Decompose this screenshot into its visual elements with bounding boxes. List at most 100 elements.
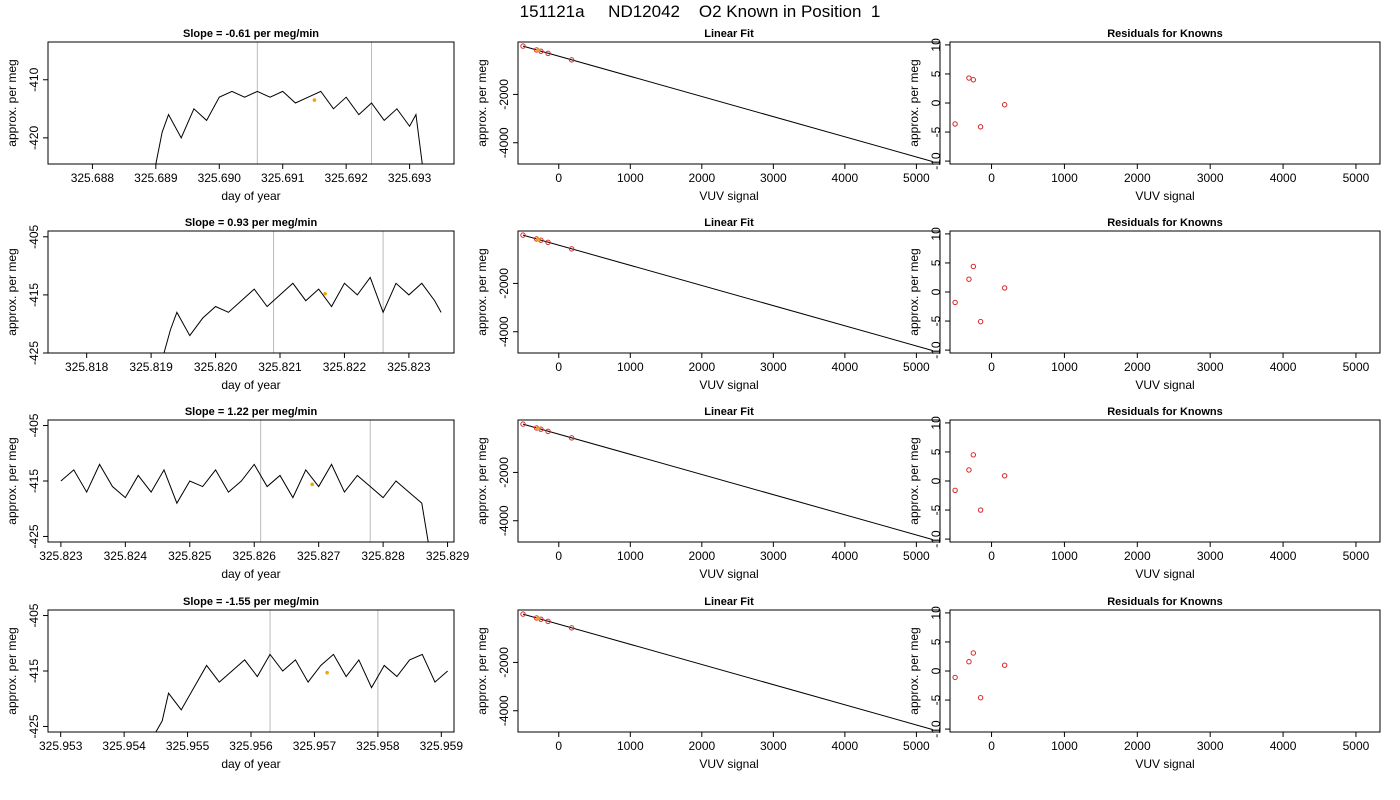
x-tick-label: 325.691 (261, 171, 305, 185)
data-point (1001, 662, 1008, 668)
x-tick-label: 1000 (617, 360, 644, 374)
x-tick-label: 325.690 (198, 171, 242, 185)
data-point (977, 695, 984, 701)
data-point (977, 318, 984, 325)
x-axis-label: VUV signal (1135, 567, 1194, 581)
x-tick-label: 2000 (688, 360, 715, 374)
x-tick-label: 325.693 (388, 171, 432, 185)
x-tick-label: 1000 (1051, 549, 1078, 563)
y-tick-label: -415 (27, 283, 41, 307)
x-tick-label: 3000 (760, 171, 787, 185)
y-tick-label: -2000 (497, 647, 511, 678)
x-axis-label: day of year (221, 378, 280, 392)
panel-8: Linear Fit 0 1000 2000 3000 4000 5000 -2000 -400… (475, 406, 941, 581)
y-axis-label: approx. per meg (475, 248, 489, 335)
y-tick-label: -2000 (497, 268, 511, 299)
x-tick-label: 325.827 (297, 549, 341, 563)
y-axis-label: approx. per meg (5, 59, 19, 146)
data-point (966, 467, 972, 473)
panel-1: Slope = -0.61 per meg/min 325.688 325.689 3… (5, 28, 455, 203)
panel-title: Linear Fit (704, 217, 754, 229)
x-tick-label: 325.955 (166, 739, 210, 753)
x-tick-label: 5000 (1343, 549, 1370, 563)
panel-title: Slope = 0.93 per meg/min (185, 217, 318, 229)
data-point (952, 674, 958, 681)
y-tick-label: -10 (929, 152, 943, 170)
highlight-point (536, 616, 540, 621)
x-tick-label: 2000 (688, 549, 715, 563)
panel-3: Residuals for Knowns 0 1000 2000 3000 4000 500… (907, 28, 1381, 203)
y-axis-label: approx. per meg (907, 437, 921, 524)
y-tick-label: -415 (27, 659, 41, 683)
x-tick-label: 4000 (1270, 739, 1297, 753)
data-point (1001, 473, 1008, 479)
data-point (952, 121, 958, 127)
y-axis-label: approx. per meg (475, 437, 489, 524)
y-tick-label: -5 (929, 504, 943, 515)
x-axis-label: VUV signal (1135, 189, 1194, 203)
highlight-point (536, 426, 540, 431)
data-point (952, 487, 958, 493)
data-point (977, 507, 984, 513)
data-point (545, 428, 551, 435)
y-axis-label: approx. per meg (5, 437, 19, 524)
x-tick-label: 1000 (1051, 360, 1078, 374)
y-tick-label: -10 (929, 341, 943, 359)
data-point (970, 263, 977, 270)
x-tick-label: 3000 (1197, 360, 1224, 374)
x-tick-label: 5000 (1343, 171, 1370, 185)
x-tick-label: 325.958 (356, 739, 400, 753)
panel-title: Linear Fit (704, 596, 754, 608)
plot-frame (949, 230, 1381, 354)
x-tick-label: 1000 (617, 171, 644, 185)
plot-frame (949, 609, 1381, 733)
panel-7: Slope = 1.22 per meg/min 325.823 325.824 32… (5, 406, 470, 581)
x-tick-label: 1000 (1051, 739, 1078, 753)
y-tick-label: 10 (929, 606, 943, 620)
fit-line (522, 423, 933, 541)
highlight-point (323, 291, 327, 296)
y-tick-label: -405 (27, 224, 41, 248)
x-tick-label: 0 (555, 360, 562, 374)
fit-line (522, 45, 933, 163)
data-point (1001, 102, 1008, 108)
x-tick-label: 0 (555, 549, 562, 563)
x-tick-label: 1000 (617, 739, 644, 753)
panel-10: Slope = -1.55 per meg/min 325.953 325.954 3… (5, 596, 463, 771)
x-tick-label: 3000 (1197, 739, 1224, 753)
y-tick-label: -10 (929, 720, 943, 738)
panel-11: Linear Fit 0 1000 2000 3000 4000 5000 -2000 -400… (475, 596, 941, 771)
panel-6: Residuals for Knowns 0 1000 2000 3000 4000 500… (907, 217, 1381, 392)
series-line (155, 653, 448, 732)
y-tick-label: -4000 (497, 505, 511, 536)
y-tick-label: 10 (929, 38, 943, 52)
y-axis-label: approx. per meg (475, 627, 489, 714)
x-tick-label: 0 (988, 360, 995, 374)
panel-5: Linear Fit 0 1000 2000 3000 4000 5000 -2000 -400… (475, 217, 941, 392)
x-tick-label: 325.823 (387, 360, 431, 374)
x-tick-label: 325.825 (168, 549, 212, 563)
x-tick-label: 4000 (832, 739, 859, 753)
data-point (568, 246, 575, 252)
panel-title: Residuals for Knowns (1107, 406, 1223, 418)
x-tick-label: 325.826 (233, 549, 277, 563)
panel-title: Linear Fit (704, 28, 754, 40)
y-axis-label: approx. per meg (5, 627, 19, 714)
x-tick-label: 325.957 (293, 739, 337, 753)
x-tick-label: 2000 (1124, 171, 1151, 185)
x-axis-label: day of year (221, 567, 280, 581)
data-point (520, 611, 526, 617)
y-tick-label: 0 (929, 288, 943, 295)
x-tick-label: 1000 (1051, 171, 1078, 185)
data-point (970, 452, 977, 458)
x-tick-label: 3000 (1197, 171, 1224, 185)
x-tick-label: 325.822 (323, 360, 367, 374)
x-tick-label: 325.818 (65, 360, 109, 374)
highlight-point (310, 482, 315, 487)
x-tick-label: 2000 (688, 739, 715, 753)
highlight-point (536, 237, 540, 242)
data-point (977, 124, 984, 130)
x-axis-label: VUV signal (1135, 757, 1194, 771)
y-tick-label: 0 (929, 477, 943, 484)
